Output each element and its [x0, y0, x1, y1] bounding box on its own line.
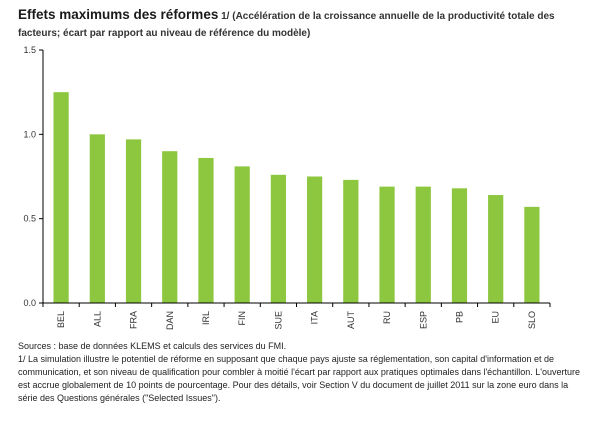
bar-dan	[162, 151, 178, 303]
y-tick-label: 1.5	[23, 45, 36, 55]
chart-header: Effets maximums des réformes 1/ (Accélér…	[18, 7, 584, 41]
y-tick-label: 0.0	[23, 298, 36, 308]
x-tick-label: BEL	[56, 311, 66, 328]
x-tick-label: ESP	[418, 311, 428, 329]
bar-aut	[343, 179, 359, 303]
bar-sue	[270, 174, 286, 303]
bar-slo	[524, 206, 540, 303]
bar-bel	[53, 92, 69, 303]
bar-esp	[415, 186, 431, 303]
bar-fra	[125, 139, 142, 303]
bar-all	[89, 134, 105, 303]
x-tick-label: AUT	[346, 310, 356, 329]
chart-title: Effets maximums des réformes	[18, 7, 219, 22]
x-tick-label: SLO	[527, 311, 537, 329]
bar-fin	[234, 166, 250, 303]
bar-ita	[307, 176, 323, 303]
x-tick-label: ALL	[92, 311, 102, 327]
x-tick-label: DAN	[165, 311, 175, 330]
bar-irl	[198, 157, 214, 303]
bar-eu	[488, 195, 504, 303]
y-tick-label: 1.0	[23, 129, 36, 139]
bars	[53, 92, 540, 303]
footnote: 1/ La simulation illustre le potentiel d…	[18, 354, 580, 403]
x-tick-label: ITA	[310, 311, 320, 324]
x-tick-label: IRL	[201, 311, 211, 325]
x-tick-label: RU	[382, 311, 392, 324]
x-tick-label: PB	[454, 311, 464, 323]
x-tick-label: SUE	[273, 311, 283, 330]
bar-chart: 0.0 0.5 1.0 1.5 BEL ALL FRA DAN IRL FIN SUE ITA AUT…	[23, 45, 551, 330]
y-axis-ticks: 0.0 0.5 1.0 1.5	[23, 45, 44, 308]
sources-note: Sources : base de données KLEMS et calcu…	[18, 341, 287, 351]
x-tick-label: EU	[491, 311, 501, 324]
x-tick-label: FIN	[237, 311, 247, 326]
chart-notes: Sources : base de données KLEMS et calcu…	[18, 340, 588, 405]
bar-pb	[451, 188, 468, 303]
chart-subtitle: 1/ (Accélération de la croissance annuel…	[18, 11, 555, 39]
x-tick-label: FRA	[129, 311, 139, 329]
y-tick-label: 0.5	[23, 214, 36, 224]
x-axis: BEL ALL FRA DAN IRL FIN SUE ITA AUT RU ESP PB EU SLO	[42, 302, 551, 330]
bar-ru	[379, 186, 395, 303]
